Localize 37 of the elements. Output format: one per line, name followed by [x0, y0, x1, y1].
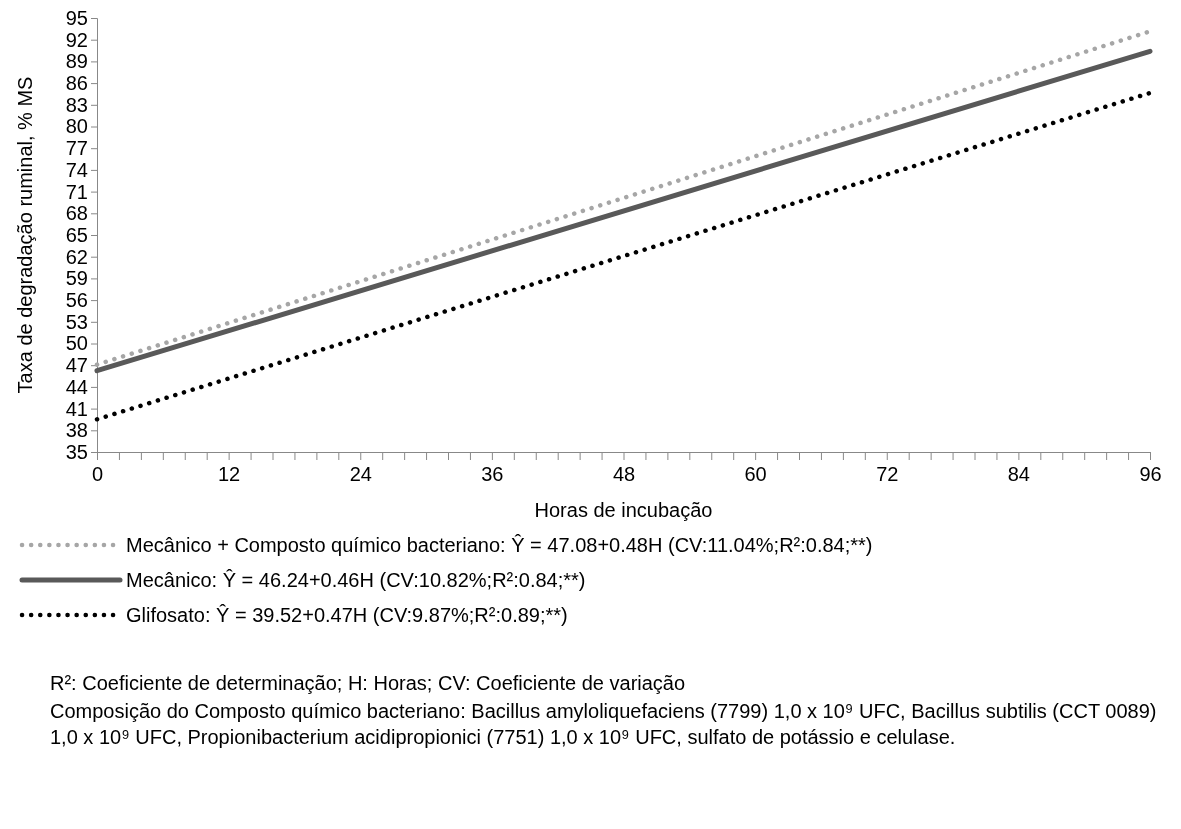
x-tick-label: 36 [481, 463, 504, 485]
y-tick-label: 68 [65, 202, 88, 225]
x-tick-label: 12 [218, 463, 241, 485]
y-tick-label: 71 [65, 180, 88, 203]
x-tick-label: 48 [612, 463, 636, 485]
x-tick-label: 24 [349, 463, 372, 485]
y-tick-label: 38 [65, 419, 88, 442]
y-tick-label: 53 [65, 310, 88, 333]
y-tick-label: 35 [65, 440, 88, 463]
x-tick-label: 0 [91, 463, 104, 485]
y-tick-label: 50 [65, 332, 88, 355]
y-tick-label: 41 [65, 397, 88, 420]
x-tick-label: 84 [1007, 463, 1030, 485]
x-axis-title: Horas de incubação [534, 499, 713, 521]
y-tick-label: 47 [65, 354, 88, 377]
y-tick-label: 77 [65, 137, 88, 160]
y-tick-label: 80 [65, 115, 88, 138]
y-tick-label: 44 [65, 375, 88, 398]
y-tick-label: 74 [65, 158, 88, 181]
legend-label: Mecânico + Composto químico bacteriano: Ŷ = 47.08+0.48H (CV:11.04%;R²:0.84;**) [126, 534, 873, 556]
text: Composição do Composto químico bacteriano: Bacillus amyloliquefaciens (7799) 1,0 x 10⁹ UFC, Bacillus subtilis (CCT 0089) 1,0 x 10⁹ UFC, Propionibacterium acidipropionici (7751) 1,0 x 10⁹ UFC, sulfato de potássio e celulase. [50, 700, 1157, 748]
y-tick-label: 83 [65, 93, 88, 116]
y-tick-label: 62 [65, 245, 88, 268]
y-tick-label: 86 [65, 72, 88, 94]
text: R²: Coeficiente de determinação; H: Horas; CV: Coeficiente de variação [50, 672, 686, 694]
x-tick-label: 72 [876, 463, 899, 485]
x-tick-label: 96 [1139, 463, 1162, 485]
y-tick-label: 59 [65, 267, 88, 290]
y-tick-label: 65 [65, 223, 88, 246]
legend-label: Mecânico: Ŷ = 46.24+0.46H (CV:10.82%;R²:0.84;**) [126, 569, 586, 591]
y-tick-label: 89 [65, 50, 88, 73]
y-tick-label: 95 [65, 6, 88, 29]
y-tick-label: 56 [65, 289, 88, 311]
x-tick-label: 60 [744, 463, 767, 485]
legend-label: Glifosato: Ŷ = 39.52+0.47H (CV:9.87%;R²:0.89;**) [126, 604, 568, 626]
y-tick-label: 92 [65, 28, 88, 51]
y-axis-title: Taxa de degradação ruminal, % MS [14, 76, 36, 394]
